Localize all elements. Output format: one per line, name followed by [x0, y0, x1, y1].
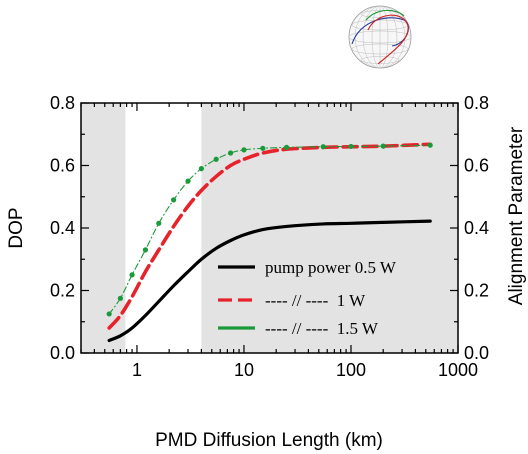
series-point-2	[320, 144, 326, 150]
y-tick-label: 0.6	[50, 156, 75, 176]
legend: pump power 0.5 W ---- // ---- 1 W ---- // …	[218, 258, 397, 338]
series-point-2	[228, 150, 234, 156]
y-tick-label-right: 0.0	[464, 343, 489, 363]
series-line-0	[107, 219, 432, 343]
y-tick-label-right: 0.4	[464, 218, 489, 238]
series-point-2	[348, 143, 354, 150]
axis-ticks	[80, 102, 459, 354]
y-tick-label-right: 0.6	[464, 156, 489, 176]
shaded-region-1	[201, 103, 458, 353]
y-axis-label: DOP	[6, 207, 27, 248]
y-tick-label: 0.8	[50, 93, 75, 113]
inset-curve	[367, 14, 409, 65]
legend-label-2: ---- // ---- 1.5 W	[265, 319, 379, 338]
x-tick-label: 1	[132, 360, 142, 380]
inset-curve	[365, 9, 405, 21]
series-point-2	[142, 247, 149, 253]
x-tick-label: 10	[234, 360, 254, 380]
legend-label-0: pump power 0.5 W	[265, 258, 397, 277]
series-point-2	[380, 143, 386, 149]
series-point-2	[117, 295, 123, 301]
y-axis-label-right: Alignment Parameter	[506, 126, 527, 305]
series-point-2	[171, 197, 177, 203]
series-point-2	[260, 145, 266, 151]
x-tick-label: 1000	[438, 360, 478, 380]
series-point-2	[198, 166, 204, 172]
series-point-2	[241, 147, 247, 153]
legend-label-1: ---- // ---- 1 W	[265, 291, 366, 310]
series-point-2	[106, 311, 112, 317]
series-point-2	[156, 220, 162, 226]
y-tick-label: 0.2	[50, 281, 75, 301]
y-tick-label-right: 0.8	[464, 93, 489, 113]
series-point-2	[283, 144, 290, 150]
series-point-2	[213, 156, 219, 162]
series-point-2	[185, 178, 191, 184]
series-point-2	[427, 142, 433, 148]
x-axis-label: PMD Diffusion Length (km)	[155, 430, 383, 451]
y-tick-label-right: 0.2	[464, 281, 489, 301]
y-tick-label: 0.4	[50, 218, 75, 238]
y-tick-label: 0.0	[50, 343, 75, 363]
poincare-sphere-icon	[348, 5, 412, 69]
series-point-2	[129, 272, 135, 278]
x-tick-label: 100	[336, 360, 366, 380]
series-layer	[106, 142, 433, 343]
